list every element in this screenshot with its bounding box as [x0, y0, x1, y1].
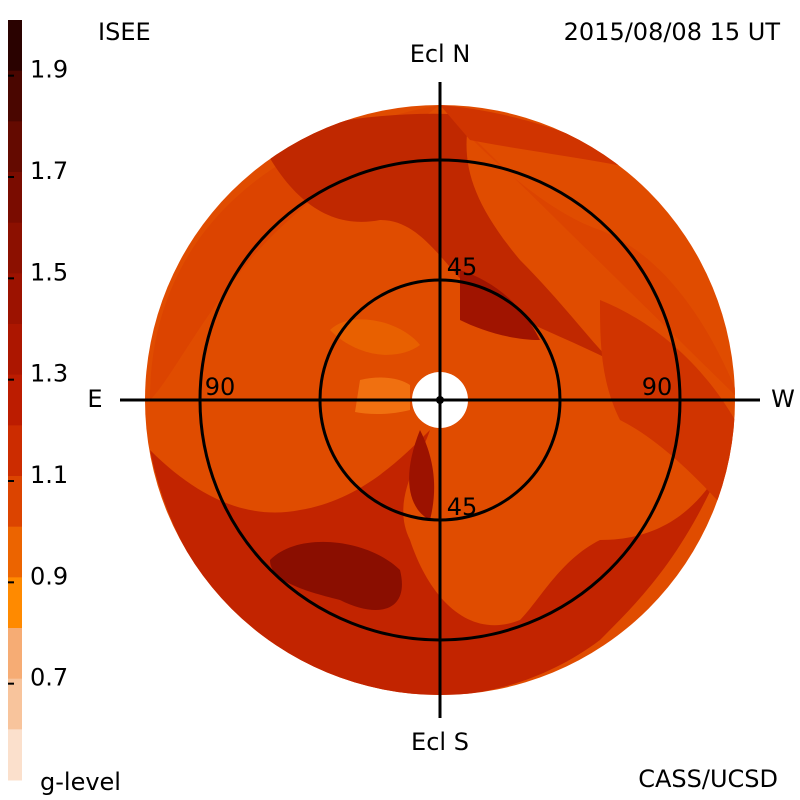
colorbar-band: [8, 273, 22, 325]
colorbar-tick-label: 1.7: [30, 157, 68, 185]
center-dot: [436, 396, 444, 404]
colorbar-band: [8, 172, 22, 224]
colorbar-band: [8, 628, 22, 680]
colorbar-tick-label: 1.3: [30, 360, 68, 388]
colorbar-band: [8, 577, 22, 629]
colorbar-band: [8, 374, 22, 426]
ring-label: 90: [642, 373, 673, 401]
north-label: Ecl N: [410, 40, 471, 68]
colorbar-tick-label: 0.9: [30, 562, 68, 590]
ring-label: 45: [447, 493, 478, 521]
colorbar-tick-label: 0.7: [30, 664, 68, 692]
footer-right: CASS/UCSD: [638, 765, 778, 793]
south-label: Ecl S: [411, 728, 469, 756]
colorbar-band: [8, 729, 22, 781]
colorbar-band: [8, 222, 22, 274]
colorbar-band: [8, 476, 22, 528]
west-label: W: [771, 385, 795, 413]
east-label: E: [87, 385, 102, 413]
footer-left: g-level: [40, 768, 121, 796]
colorbar-band: [8, 70, 22, 122]
colorbar-band: [8, 20, 22, 72]
colorbar-tick-label: 1.9: [30, 56, 68, 84]
colorbar-tick-label: 1.5: [30, 258, 68, 286]
colorbar-band: [8, 324, 22, 376]
colorbar-band: [8, 121, 22, 173]
ring-label: 45: [447, 253, 478, 281]
header-left: ISEE: [98, 18, 151, 46]
colorbar-band: [8, 678, 22, 730]
ring-label: 90: [205, 373, 236, 401]
header-right: 2015/08/08 15 UT: [564, 18, 781, 46]
colorbar-band: [8, 425, 22, 477]
colorbar-band: [8, 526, 22, 578]
colorbar-tick-label: 1.1: [30, 461, 68, 489]
